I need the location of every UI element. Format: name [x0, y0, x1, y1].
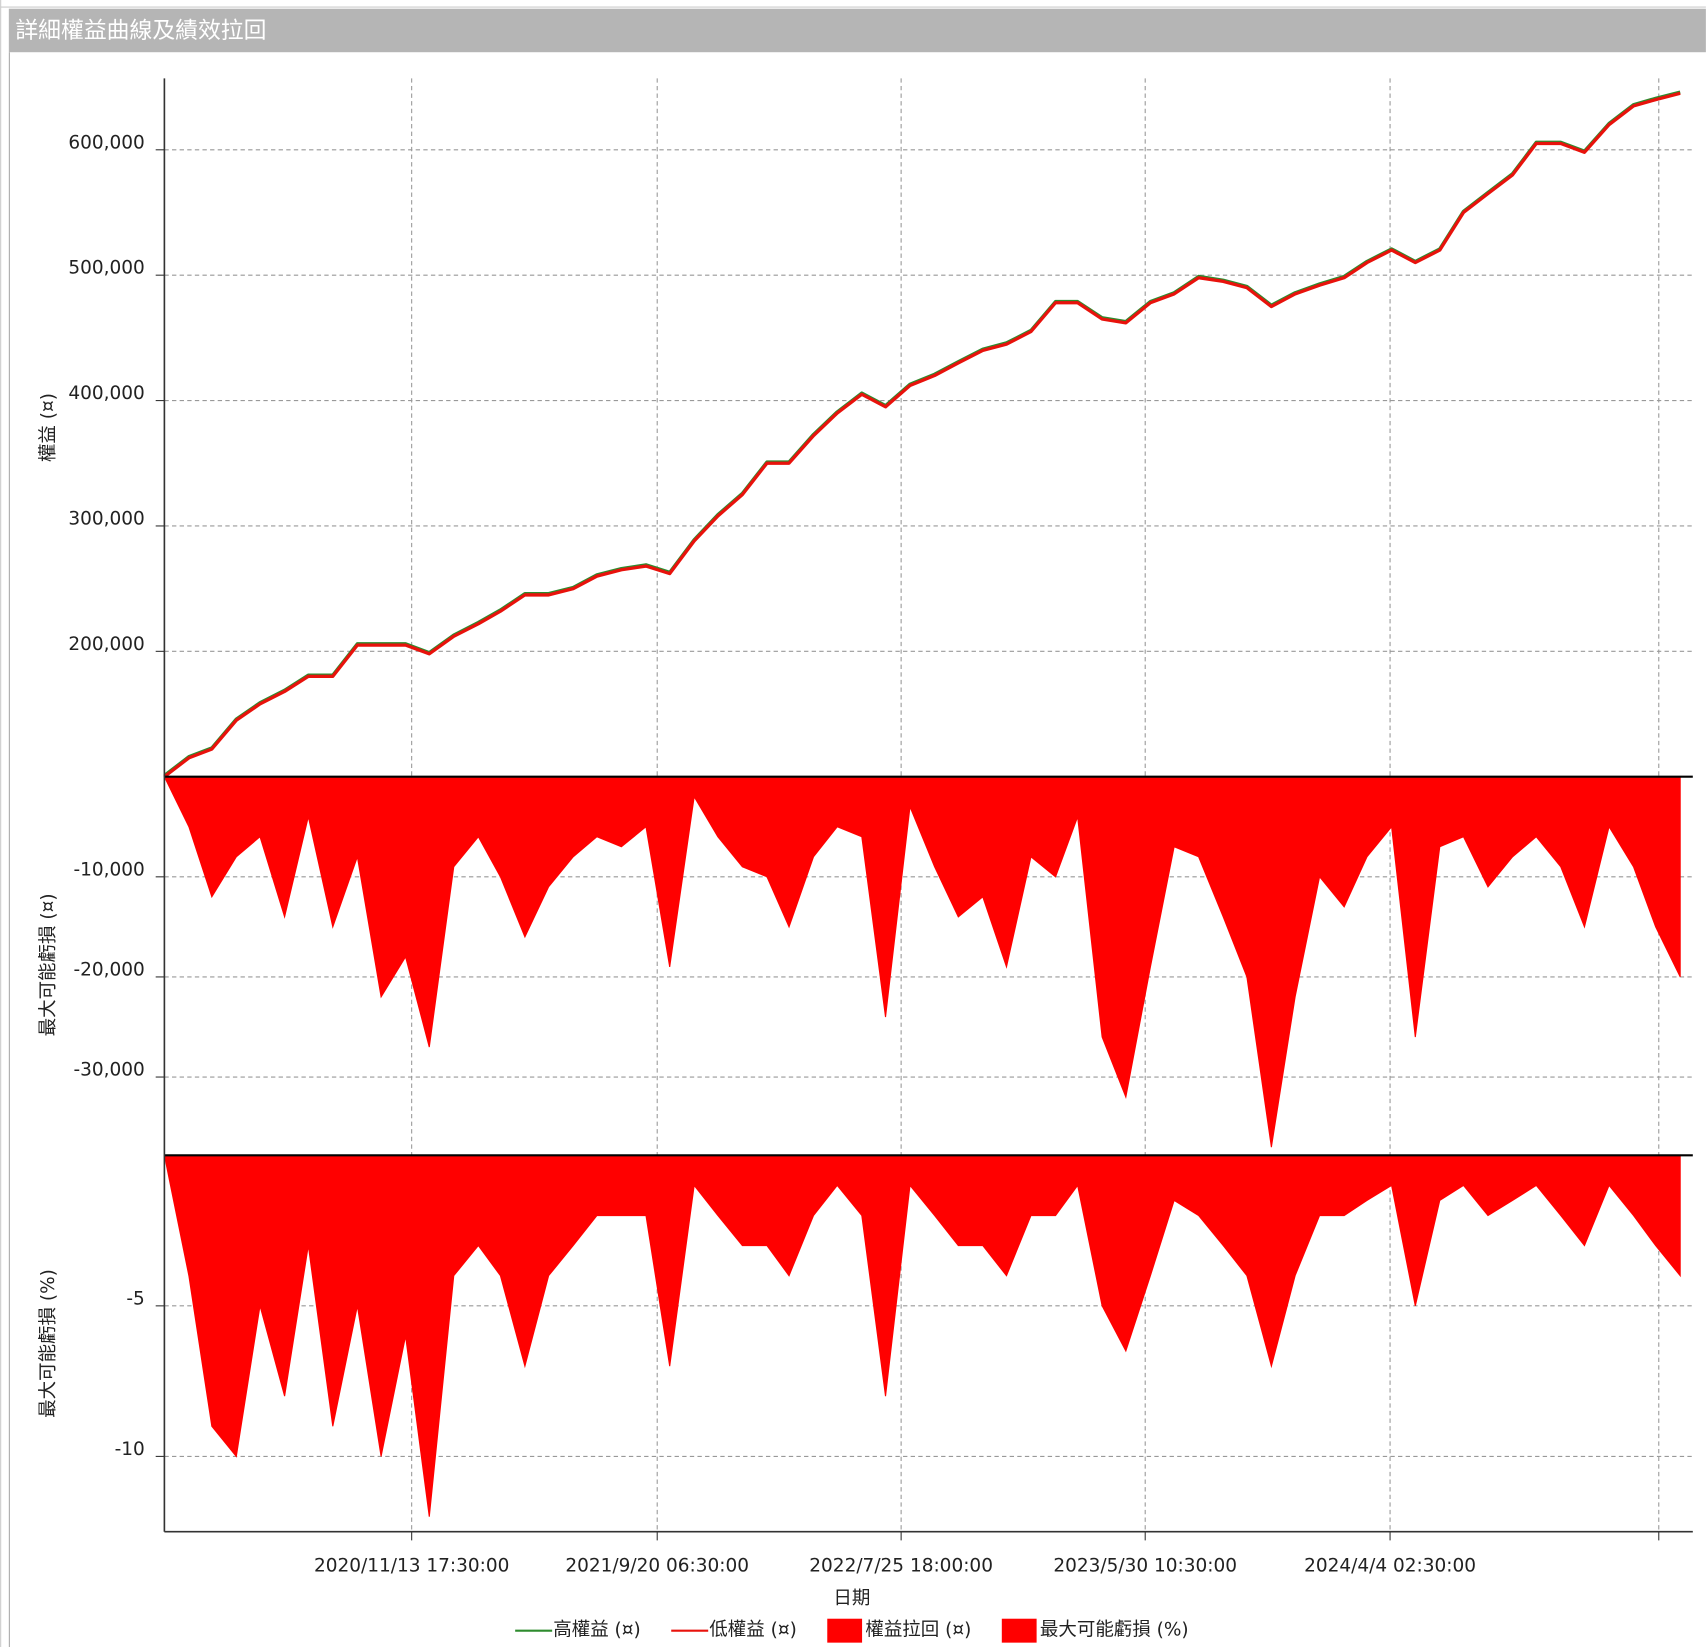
y-tick-label: -10,000 [73, 859, 144, 880]
drawdown-area [163, 776, 1681, 1148]
y-axis-label: 最大可能虧損 (%) [38, 1269, 59, 1418]
y-tick-label: 600,000 [68, 132, 144, 153]
x-tick-label: 2021/9/20 06:30:00 [565, 1555, 749, 1576]
legend-label: 權益拉回 (¤) [865, 1620, 971, 1641]
legend: 高權益 (¤) 低權益 (¤) 權益拉回 (¤) 最大可能虧損 (%) [515, 1618, 1189, 1643]
x-tick-label: 2022/7/25 18:00:00 [809, 1555, 993, 1576]
legend-label: 低權益 (¤) [709, 1620, 797, 1641]
x-axis-label: 日期 [833, 1588, 870, 1609]
legend-symbol [1001, 1618, 1037, 1643]
y-tick-label: 200,000 [68, 634, 144, 655]
legend-symbol [827, 1618, 863, 1643]
y-tick-label: 400,000 [68, 383, 144, 404]
legend-label: 最大可能虧損 (%) [1040, 1620, 1189, 1641]
y-tick-label: 300,000 [68, 508, 144, 529]
y-tick-label: -10 [115, 1439, 145, 1460]
x-tick-label: 2020/11/13 17:30:00 [314, 1555, 509, 1576]
y-tick-label: -20,000 [73, 959, 144, 980]
legend-label: 高權益 (¤) [553, 1620, 641, 1641]
header-bar [8, 8, 1706, 53]
plots: 2020/11/13 17:30:00 2021/9/20 06:30:00 202… [38, 78, 1693, 1576]
y-tick-label: -30,000 [73, 1060, 144, 1081]
x-tick-label: 2023/5/30 10:30:00 [1053, 1555, 1237, 1576]
y-tick-label: 500,000 [68, 258, 144, 279]
y-axis-label: 權益 (¤) [38, 393, 59, 462]
drawdown-area [163, 1154, 1681, 1517]
equity-line [163, 91, 1681, 779]
x-tick-label: 2024/4/4 02:30:00 [1304, 1555, 1476, 1576]
equity-line [163, 90, 1681, 777]
chart-title: 詳細權益曲線及績效拉回 [15, 18, 266, 44]
y-tick-label: -5 [126, 1288, 144, 1309]
y-axis-label: 最大可能虧損 (¤) [38, 893, 59, 1036]
